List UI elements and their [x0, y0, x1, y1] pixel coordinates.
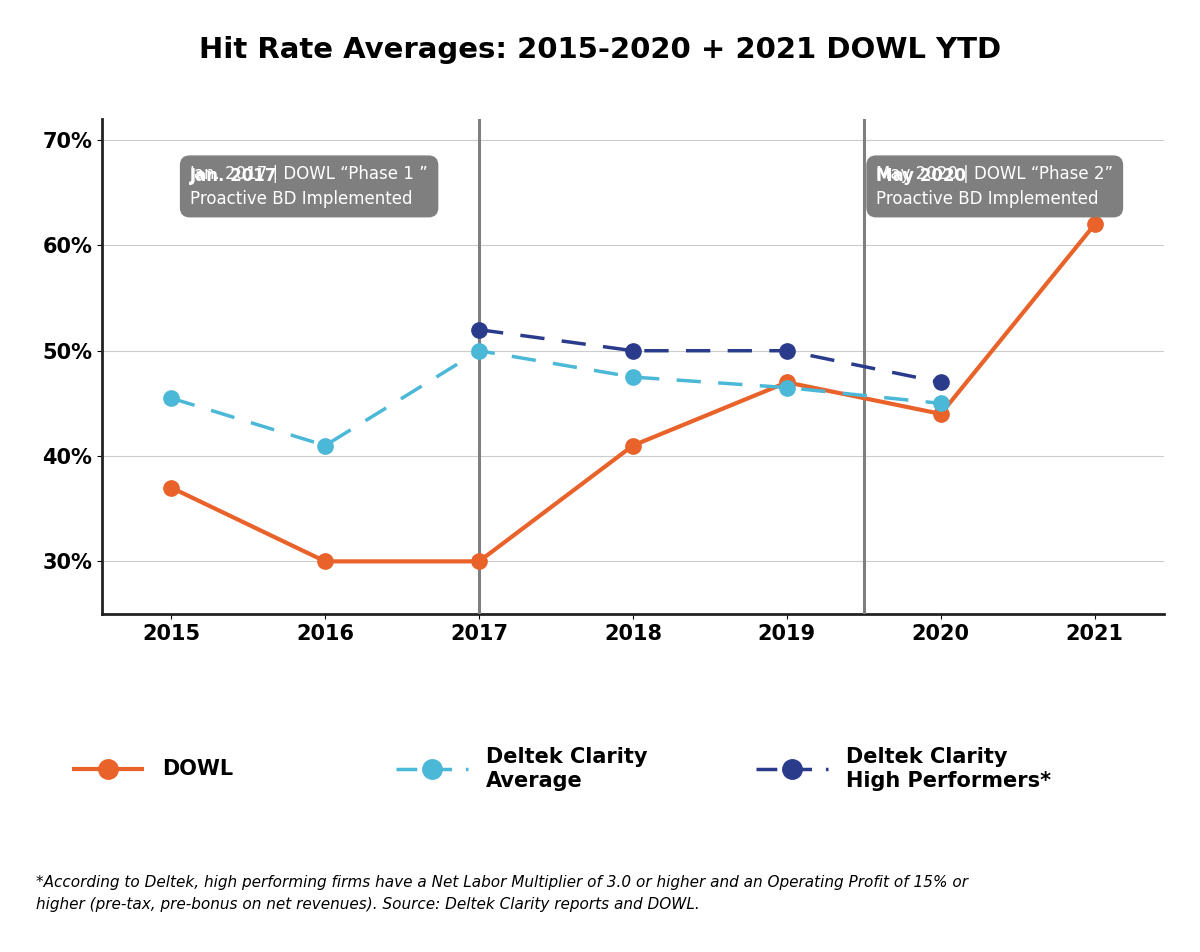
- Text: Hit Rate Averages: 2015-2020 + 2021 DOWL YTD: Hit Rate Averages: 2015-2020 + 2021 DOWL…: [199, 36, 1001, 64]
- Text: DOWL: DOWL: [162, 759, 233, 779]
- Text: May 2020: May 2020: [876, 167, 966, 185]
- Text: *According to Deltek, high performing firms have a Net Labor Multiplier of 3.0 o: *According to Deltek, high performing fi…: [36, 875, 968, 912]
- Text: Deltek Clarity
High Performers*: Deltek Clarity High Performers*: [846, 746, 1051, 791]
- Text: Deltek Clarity
Average: Deltek Clarity Average: [486, 746, 648, 791]
- Text: May 2020 | DOWL “Phase 2”
Proactive BD Implemented: May 2020 | DOWL “Phase 2” Proactive BD I…: [876, 166, 1114, 208]
- Text: Jan. 2017: Jan. 2017: [190, 167, 277, 185]
- Text: Jan. 2017 | DOWL “Phase 1 ”
Proactive BD Implemented: Jan. 2017 | DOWL “Phase 1 ” Proactive BD…: [190, 166, 428, 208]
